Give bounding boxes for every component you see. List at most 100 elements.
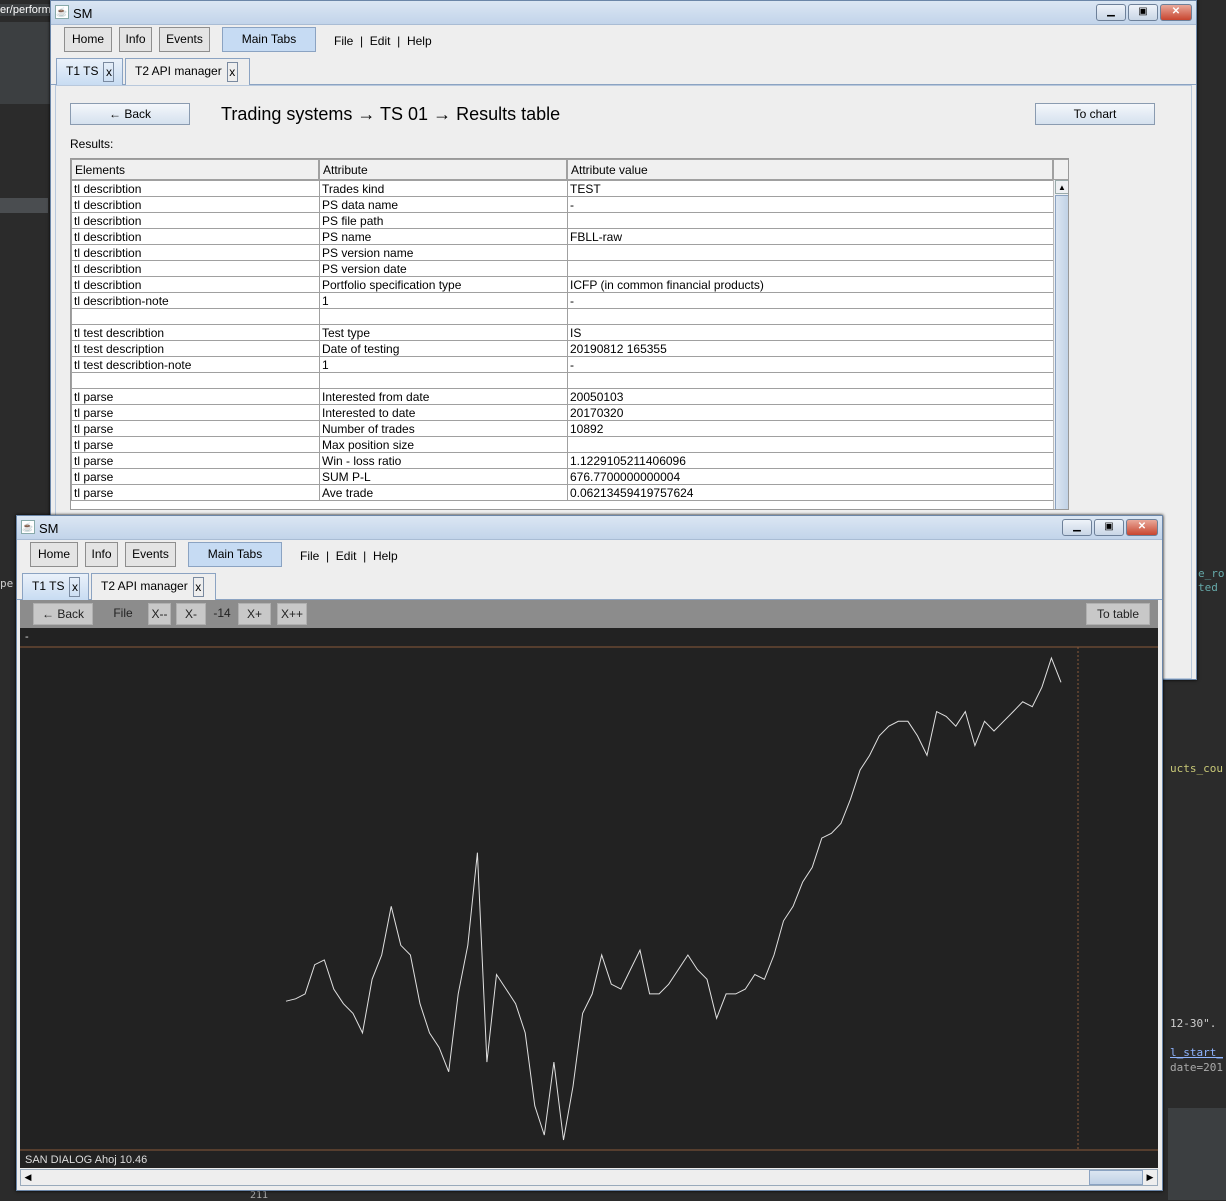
cell-element[interactable]: tl describtion-note	[71, 292, 320, 309]
cell-attribute[interactable]: Win - loss ratio	[319, 452, 568, 469]
zoom-out-more-button[interactable]: X--	[148, 603, 171, 625]
tab-close-button[interactable]: x	[226, 61, 238, 82]
cell-value[interactable]: 676.7700000000004	[567, 468, 1054, 485]
cell-element[interactable]: tl parse	[71, 404, 320, 421]
table-row[interactable]: tl parse Ave trade 0.06213459419757624	[71, 484, 1054, 501]
zoom-in-more-button[interactable]: X++	[277, 603, 307, 625]
tab-t2-api-manager[interactable]: T2 API manager x	[91, 573, 216, 600]
main-tabs-button[interactable]: Main Tabs	[222, 27, 316, 52]
horizontal-scrollbar[interactable]: ◀ ▶	[20, 1169, 1158, 1186]
cell-element[interactable]: tl parse	[71, 420, 320, 437]
cell-element[interactable]: tl parse	[71, 468, 320, 485]
table-row[interactable]: tl describtion PS name FBLL-raw	[71, 228, 1054, 245]
to-chart-button[interactable]: To chart	[1035, 103, 1155, 125]
back-button[interactable]: ← Back	[70, 103, 190, 125]
menu-file[interactable]: File	[334, 34, 354, 48]
cell-attribute[interactable]: 1	[319, 356, 568, 373]
cell-element[interactable]: tl parse	[71, 436, 320, 453]
cell-element[interactable]: tl describtion	[71, 276, 320, 293]
to-table-button[interactable]: To table	[1086, 603, 1150, 625]
cell-attribute[interactable]: Interested to date	[319, 404, 568, 421]
cell-attribute[interactable]	[319, 372, 568, 389]
vertical-scrollbar[interactable]: ▲	[1053, 180, 1068, 509]
cell-attribute[interactable]: PS name	[319, 228, 568, 245]
title-bar[interactable]: ☕ SM ▁ ▣ ✕	[17, 516, 1162, 540]
cell-element[interactable]: tl describtion	[71, 228, 320, 245]
cell-value[interactable]	[567, 244, 1054, 261]
menu-edit[interactable]: Edit	[335, 549, 357, 563]
title-bar[interactable]: ☕ SM ▁ ▣ ✕	[51, 1, 1196, 25]
cell-attribute[interactable]: Date of testing	[319, 340, 568, 357]
cell-value[interactable]: IS	[567, 324, 1054, 341]
maximize-button[interactable]: ▣	[1094, 519, 1124, 536]
cell-element[interactable]: tl parse	[71, 484, 320, 501]
cell-value[interactable]: -	[567, 292, 1054, 309]
table-row[interactable]: tl describtion-note 1-	[71, 292, 1054, 309]
table-row[interactable]: tl describtion PS version name	[71, 244, 1054, 261]
cell-value[interactable]: FBLL-raw	[567, 228, 1054, 245]
cell-attribute[interactable]: Ave trade	[319, 484, 568, 501]
table-row[interactable]: tl describtion Trades kind TEST	[71, 180, 1054, 197]
table-row[interactable]: tl describtion PS file path	[71, 212, 1054, 229]
tab-close-button[interactable]: x	[103, 61, 115, 82]
scrollbar-thumb[interactable]	[1089, 1170, 1143, 1185]
minimize-button[interactable]: ▁	[1096, 4, 1126, 21]
cell-value[interactable]: ICFP (in common financial products)	[567, 276, 1054, 293]
scroll-left-arrow-icon[interactable]: ◀	[24, 1172, 32, 1182]
cell-attribute[interactable]: 1	[319, 292, 568, 309]
menu-help[interactable]: Help	[372, 549, 398, 563]
close-button[interactable]: ✕	[1126, 519, 1158, 536]
maximize-button[interactable]: ▣	[1128, 4, 1158, 21]
table-row[interactable]: tl parse Number of trades 10892	[71, 420, 1054, 437]
cell-attribute[interactable]: PS file path	[319, 212, 568, 229]
column-header-elements[interactable]: Elements	[71, 159, 319, 180]
table-row[interactable]: tl describtion Portfolio specification ty…	[71, 276, 1054, 293]
tab-t1-ts[interactable]: T1 TS x	[22, 573, 89, 600]
cell-element[interactable]: tl describtion	[71, 244, 320, 261]
cell-attribute[interactable]	[319, 308, 568, 325]
menu-file[interactable]: File	[300, 549, 320, 563]
cell-element[interactable]: tl test describtion	[71, 324, 320, 341]
tab-close-button[interactable]: x	[69, 576, 81, 597]
table-row[interactable]	[71, 372, 1054, 389]
file-button[interactable]: File	[113, 606, 133, 620]
table-row[interactable]: tl parse Win - loss ratio 1.12291052114060…	[71, 452, 1054, 469]
cell-value[interactable]: -	[567, 356, 1054, 373]
table-row[interactable]: tl parse Max position size	[71, 436, 1054, 453]
cell-value[interactable]: 0.06213459419757624	[567, 484, 1054, 501]
cell-value[interactable]	[567, 436, 1054, 453]
cell-element[interactable]: tl parse	[71, 452, 320, 469]
cell-value[interactable]	[567, 260, 1054, 277]
tab-close-button[interactable]: x	[192, 576, 204, 597]
zoom-in-button[interactable]: X+	[238, 603, 271, 625]
cell-element[interactable]: tl describtion	[71, 180, 320, 197]
cell-value[interactable]: -	[567, 196, 1054, 213]
cell-attribute[interactable]: Number of trades	[319, 420, 568, 437]
menu-edit[interactable]: Edit	[369, 34, 391, 48]
column-header-attribute[interactable]: Attribute	[319, 159, 567, 180]
info-button[interactable]: Info	[119, 27, 152, 52]
menu-help[interactable]: Help	[406, 34, 432, 48]
table-row[interactable]: tl describtion PS version date	[71, 260, 1054, 277]
main-tabs-button[interactable]: Main Tabs	[188, 542, 282, 567]
cell-value[interactable]: 20170320	[567, 404, 1054, 421]
cell-attribute[interactable]: PS version date	[319, 260, 568, 277]
cell-element[interactable]: tl parse	[71, 388, 320, 405]
table-row[interactable]: tl test describtion-note 1-	[71, 356, 1054, 373]
minimize-button[interactable]: ▁	[1062, 519, 1092, 536]
info-button[interactable]: Info	[85, 542, 118, 567]
cell-element[interactable]	[71, 372, 320, 389]
cell-attribute[interactable]: Trades kind	[319, 180, 568, 197]
zoom-out-button[interactable]: X-	[176, 603, 206, 625]
cell-element[interactable]: tl describtion	[71, 260, 320, 277]
table-row[interactable]: tl parse SUM P-L 676.7700000000004	[71, 468, 1054, 485]
cell-value[interactable]: 10892	[567, 420, 1054, 437]
tab-t1-ts[interactable]: T1 TS x	[56, 58, 123, 85]
table-row[interactable]: tl test describtion Test type IS	[71, 324, 1054, 341]
table-row[interactable]	[71, 308, 1054, 325]
cell-element[interactable]: tl test description	[71, 340, 320, 357]
cell-element[interactable]	[71, 308, 320, 325]
cell-element[interactable]: tl describtion	[71, 196, 320, 213]
cell-attribute[interactable]: PS data name	[319, 196, 568, 213]
home-button[interactable]: Home	[64, 27, 112, 52]
